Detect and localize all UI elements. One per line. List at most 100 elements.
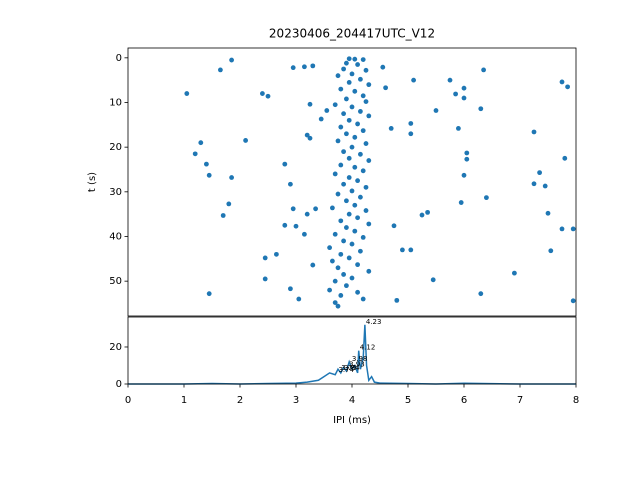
x-tick-label: 3 [293, 395, 299, 406]
x-tick-label: 6 [461, 395, 467, 406]
point [391, 223, 397, 229]
point [290, 65, 296, 71]
point [218, 67, 223, 73]
point [349, 241, 355, 247]
point [408, 131, 414, 137]
point [290, 206, 296, 212]
point [341, 149, 346, 155]
point [542, 183, 548, 189]
point [346, 175, 352, 180]
point [430, 277, 436, 283]
point [456, 125, 461, 131]
point [327, 245, 332, 251]
point [341, 66, 346, 72]
point [229, 57, 235, 63]
y-tick-label: 40 [109, 231, 122, 242]
point [198, 140, 204, 146]
point [324, 108, 330, 113]
point [458, 200, 464, 205]
y-tick-label: 10 [109, 97, 122, 108]
point [304, 132, 310, 138]
point [332, 171, 338, 177]
point [349, 104, 355, 110]
point [229, 175, 235, 180]
peak-label: 3.93 [349, 360, 365, 368]
point [344, 131, 349, 137]
point [330, 258, 335, 264]
point [220, 213, 226, 218]
point [366, 82, 372, 88]
point [363, 141, 369, 146]
point [548, 248, 554, 254]
x-axis-label: IPI (ms) [333, 415, 371, 426]
point [346, 56, 352, 62]
point [360, 234, 366, 240]
point [363, 67, 369, 73]
point [352, 228, 358, 234]
peak-label: 3.79 [341, 364, 357, 372]
point [366, 113, 372, 119]
point [366, 158, 372, 163]
point [344, 283, 349, 289]
point [338, 86, 344, 92]
y-tick-label: 50 [109, 276, 122, 287]
point [408, 121, 414, 126]
point [262, 255, 268, 261]
point [419, 212, 425, 218]
point [358, 151, 363, 157]
point [262, 276, 268, 282]
point [481, 67, 486, 73]
point [461, 172, 467, 178]
point [346, 155, 352, 161]
point [559, 226, 565, 232]
y-tick-label: 0 [116, 379, 122, 390]
point [344, 225, 349, 230]
point [352, 164, 358, 170]
point [352, 202, 358, 208]
point [335, 73, 341, 79]
point [358, 194, 363, 200]
point [355, 215, 360, 221]
x-tick-label: 5 [405, 395, 411, 406]
point [282, 161, 288, 167]
point [352, 56, 358, 62]
point [338, 251, 344, 257]
point [206, 172, 212, 178]
point [355, 262, 360, 268]
point [302, 64, 307, 70]
point [338, 218, 344, 224]
point [344, 198, 349, 204]
point [341, 272, 346, 277]
point [288, 286, 293, 292]
peak-label: 3.74 [338, 366, 354, 374]
axes-frame [127, 47, 577, 317]
point [332, 102, 338, 108]
point [346, 117, 352, 123]
point [310, 63, 316, 69]
point [344, 96, 349, 102]
point [304, 211, 310, 217]
point [338, 124, 344, 130]
point [570, 226, 576, 232]
point [355, 62, 360, 67]
point [461, 85, 467, 91]
point [400, 247, 405, 253]
point [341, 238, 346, 244]
point [307, 101, 313, 107]
point [478, 291, 484, 297]
point [327, 287, 332, 293]
point [355, 178, 360, 184]
point [332, 278, 338, 284]
point [363, 184, 369, 190]
line [128, 324, 576, 385]
point [570, 298, 576, 304]
point [282, 222, 288, 228]
point [341, 181, 346, 187]
point [355, 289, 360, 295]
point [330, 205, 335, 211]
point [344, 60, 349, 66]
peak-label: 4.23 [366, 318, 382, 326]
point [346, 79, 352, 85]
point [346, 255, 352, 261]
